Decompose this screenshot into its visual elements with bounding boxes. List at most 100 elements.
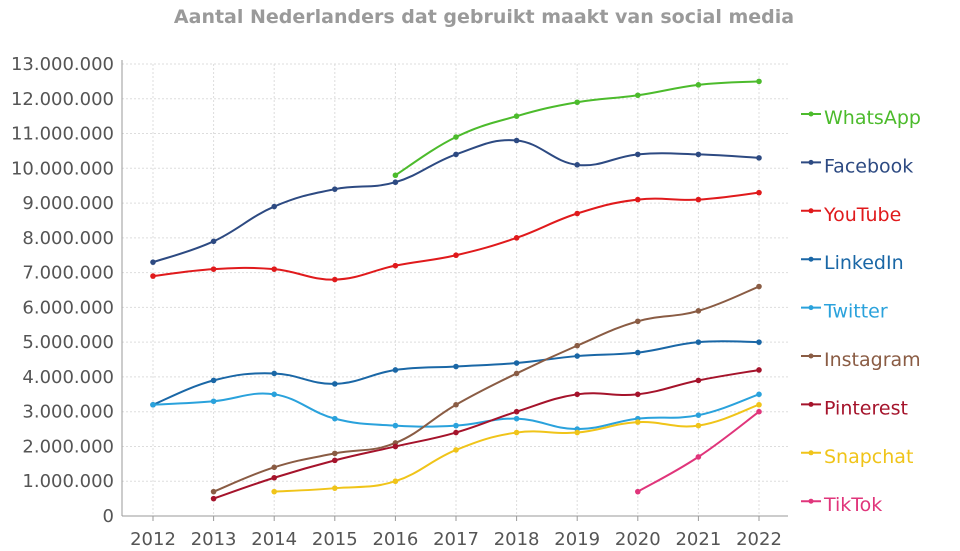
legend-item-whatsapp[interactable]: WhatsApp xyxy=(801,107,921,129)
legend-label: YouTube xyxy=(823,204,901,226)
y-tick-label: 6.000.000 xyxy=(22,297,114,318)
data-point xyxy=(453,363,459,370)
y-tick-label: 7.000.000 xyxy=(22,263,114,284)
x-tick-label: 2014 xyxy=(251,529,297,547)
legend-item-snapchat[interactable]: Snapchat xyxy=(801,446,913,468)
x-tick-label: 2021 xyxy=(675,529,721,547)
data-point xyxy=(635,349,641,356)
data-point xyxy=(635,391,641,398)
data-point xyxy=(756,339,762,345)
axes: 0 1.000.000 2.000.000 3.000.000 4.000.000 5.0… xyxy=(11,54,788,550)
data-point xyxy=(392,179,399,186)
data-point xyxy=(271,391,278,398)
data-point xyxy=(453,429,459,436)
data-point xyxy=(574,429,580,436)
legend-label: LinkedIn xyxy=(824,252,904,274)
legend-item-twitter[interactable]: Twitter xyxy=(801,301,888,323)
data-point xyxy=(635,419,641,425)
data-point xyxy=(756,189,762,196)
legend-item-pinterest[interactable]: Pinterest xyxy=(801,397,908,419)
data-point xyxy=(756,78,762,85)
data-point xyxy=(513,429,520,436)
data-point xyxy=(453,447,459,453)
x-tick-label: 2022 xyxy=(736,529,782,547)
data-point xyxy=(574,162,580,168)
data-point xyxy=(271,474,278,481)
data-point xyxy=(513,360,520,366)
data-point xyxy=(392,443,399,450)
series-pinterest xyxy=(210,367,762,502)
y-tick-label: 11.000.000 xyxy=(11,124,114,145)
data-point xyxy=(513,370,520,377)
x-tick-label: 2012 xyxy=(130,529,176,547)
y-tick-label: 5.000.000 xyxy=(22,332,114,353)
legend-item-tiktok[interactable]: TikTok xyxy=(801,494,882,516)
data-point xyxy=(695,151,702,158)
data-point xyxy=(756,408,762,415)
data-point xyxy=(695,308,702,314)
data-point xyxy=(695,82,702,88)
y-tick-label: 13.000.000 xyxy=(11,54,114,75)
data-point xyxy=(453,422,459,429)
data-point xyxy=(210,398,217,405)
data-point xyxy=(210,238,217,245)
x-tick-label: 2020 xyxy=(615,529,661,547)
y-tick-label: 12.000.000 xyxy=(11,89,114,110)
data-point xyxy=(574,391,580,398)
data-point xyxy=(332,457,338,464)
data-point xyxy=(150,259,156,265)
legend-item-instagram[interactable]: Instagram xyxy=(801,349,921,371)
legend-label: Snapchat xyxy=(824,446,913,468)
data-point xyxy=(635,196,641,203)
chart-title: Aantal Nederlanders dat gebruikt maakt v… xyxy=(174,6,794,28)
data-point xyxy=(695,412,702,418)
data-point xyxy=(392,478,399,485)
series-youtube xyxy=(150,189,762,283)
data-point xyxy=(392,367,399,373)
x-tick-label: 2018 xyxy=(494,529,540,547)
legend-item-facebook[interactable]: Facebook xyxy=(801,155,913,177)
data-point xyxy=(513,408,520,415)
data-point xyxy=(756,401,762,408)
data-point xyxy=(392,172,399,179)
y-tick-label: 10.000.000 xyxy=(11,158,114,179)
data-point xyxy=(695,377,702,384)
data-point xyxy=(756,367,762,373)
data-point xyxy=(271,370,278,377)
series-lines xyxy=(150,78,762,502)
legend[interactable]: WhatsApp Facebook YouTube LinkedIn Twitter In… xyxy=(801,107,921,516)
series-tiktok xyxy=(635,408,762,495)
legend-label: WhatsApp xyxy=(824,107,921,129)
data-point xyxy=(210,266,217,272)
data-point xyxy=(453,134,459,140)
x-tick-label: 2013 xyxy=(191,529,237,547)
gridlines xyxy=(122,63,788,516)
data-point xyxy=(332,381,338,387)
data-point xyxy=(392,262,399,269)
legend-marker-dot xyxy=(808,353,814,359)
data-point xyxy=(756,283,762,290)
legend-marker-dot xyxy=(808,256,814,262)
data-point xyxy=(210,495,217,502)
data-point xyxy=(332,485,338,491)
legend-label: Twitter xyxy=(823,301,888,323)
y-tick-label: 8.000.000 xyxy=(22,228,114,249)
data-point xyxy=(453,151,459,158)
legend-marker-dot xyxy=(808,111,814,117)
legend-marker-dot xyxy=(808,498,814,504)
x-tick-label: 2017 xyxy=(433,529,479,547)
legend-item-linkedin[interactable]: LinkedIn xyxy=(801,252,904,274)
y-tick-label: 3.000.000 xyxy=(22,402,114,423)
legend-label: Instagram xyxy=(824,349,921,371)
data-point xyxy=(210,488,217,495)
data-point xyxy=(332,276,338,283)
x-tick-label: 2015 xyxy=(312,529,358,547)
series-line-pinterest xyxy=(213,368,760,500)
series-facebook xyxy=(150,137,762,265)
data-point xyxy=(150,273,156,279)
legend-item-youtube[interactable]: YouTube xyxy=(801,204,901,226)
data-point xyxy=(635,318,641,325)
data-point xyxy=(332,186,338,192)
legend-marker-dot xyxy=(808,159,814,165)
